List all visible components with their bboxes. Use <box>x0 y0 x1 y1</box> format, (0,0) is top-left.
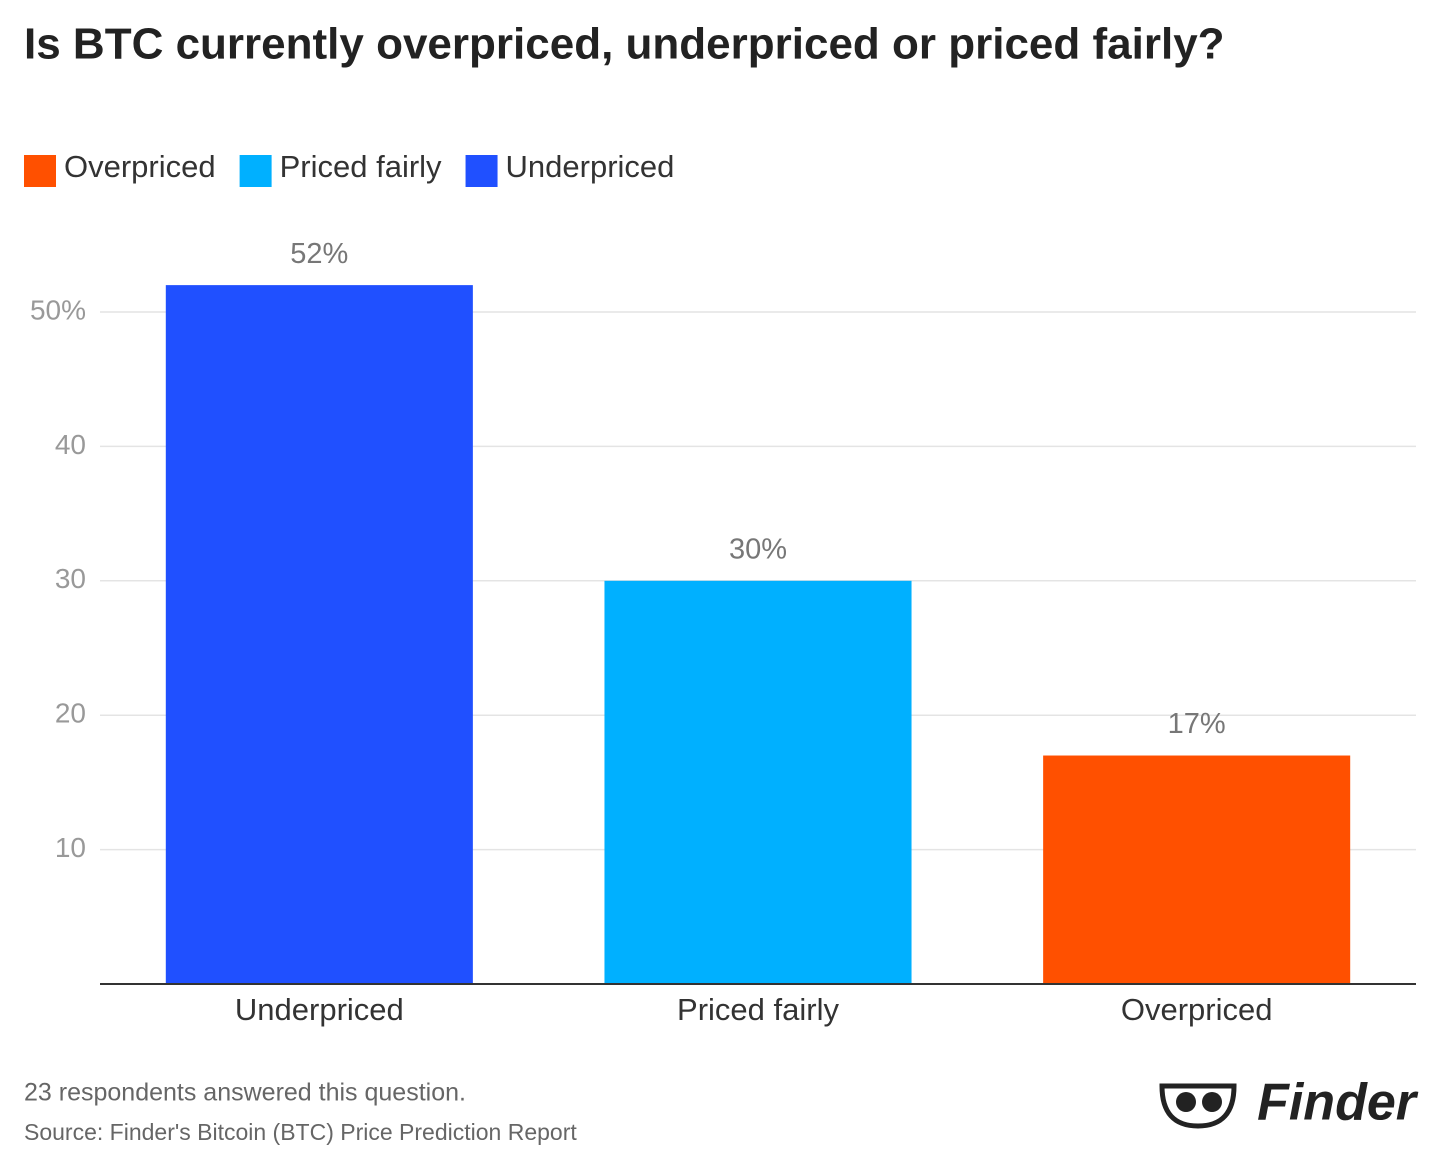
value-label: 30% <box>729 533 787 565</box>
x-tick-label: Underpriced <box>235 992 404 1027</box>
chart-title: Is BTC currently overpriced, underpriced… <box>24 20 1225 69</box>
legend-swatch <box>24 155 56 187</box>
logo: Finder <box>1159 1074 1419 1132</box>
logo-icon <box>1159 1083 1237 1129</box>
x-tick-label: Overpriced <box>1121 992 1273 1027</box>
legend-swatch <box>465 155 498 187</box>
bar <box>165 285 473 984</box>
bar <box>604 580 912 984</box>
x-tick-label: Priced fairly <box>677 992 839 1027</box>
y-tick-label: 20 <box>55 698 86 729</box>
value-label: 52% <box>290 238 348 270</box>
source: Source: Finder's Bitcoin (BTC) Price Pre… <box>24 1119 577 1145</box>
note: 23 respondents answered this question. <box>24 1079 466 1107</box>
y-tick-label: 50% <box>30 294 86 325</box>
legend-label: Overpriced <box>64 149 216 184</box>
logo-eye <box>1202 1092 1222 1112</box>
logo-text: Finder <box>1257 1074 1419 1132</box>
bar <box>1043 755 1351 984</box>
logo-eye <box>1176 1092 1196 1112</box>
value-label: 17% <box>1168 708 1226 740</box>
y-tick-label: 10 <box>55 832 86 863</box>
legend-label: Underpriced <box>506 149 675 184</box>
legend-label: Priced fairly <box>280 149 442 184</box>
y-tick-label: 40 <box>55 429 86 460</box>
legend-swatch <box>239 155 272 187</box>
y-tick-label: 30 <box>55 563 86 594</box>
